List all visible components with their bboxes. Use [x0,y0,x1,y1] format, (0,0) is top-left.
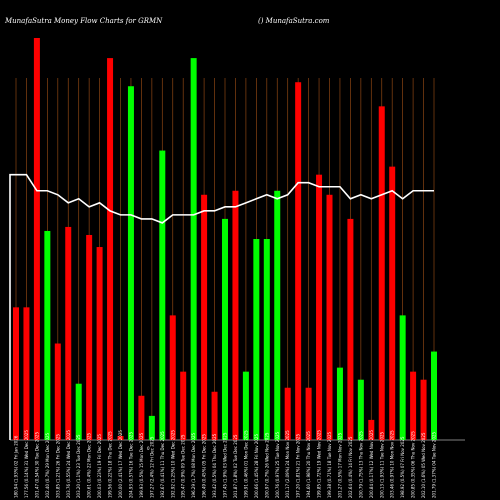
x-tick-label: 193.42 (0.5%) 04 Thu Dec 2025 [212,433,217,498]
x-tick-label: 203.85 (1.21%) 26 Fri Dec 2025 [55,434,60,498]
bar [305,387,312,440]
x-tick-label: 200.61 (0.4%) 22 Mon Dec 2025 [87,432,92,498]
bar [222,218,228,440]
bar [274,190,281,440]
x-tick-label: 177.56 (0.14%) 31 Wed Dec 2025 [24,430,29,498]
chart-watermark: () MunafaSutra.com [258,17,330,25]
x-tick-label: 202.10 (1.6%) 05 Wed Nov 2025 [421,432,426,498]
x-tick-label: 199.93 (0.5%) 15 Mon Dec 2025 [139,432,144,498]
x-tick-label: 196.29 (1.7%) 08 Mon Dec 2025 [191,432,196,498]
bar [180,371,187,440]
x-tick-label: 180.94 (1.93%) 02 Fri Jan 2026 [14,435,19,498]
x-tick-label: 200.76 (0.97%) 25 Tue Nov 2025 [275,431,280,498]
x-tick-label: 197.45 (1.9%) 03 Wed Dec 2025 [223,432,228,498]
bar [96,247,103,440]
bar [117,435,124,440]
bar [127,86,134,441]
bar [399,315,406,440]
x-tick-label: 202.64 (0.4%) 14 Fri Nov 2025 [348,436,353,498]
bar [33,38,40,440]
x-tick-label: 201.87 (1.8%) 02 Tue Dec 2025 [233,434,238,498]
bar [326,194,333,440]
bar [211,391,218,440]
x-axis-marker: 0 [147,446,150,451]
x-tick-label: 203.46 (0.97%) 10 Mon Nov 2025 [390,430,395,498]
x-tick-label: 201.27 (0.5%) 17 Mon Nov 2025 [337,432,342,498]
bar [378,106,385,440]
x-tick-label: 197.27 (2.4%) 12 Fri Dec 2025 [149,436,154,498]
bar [357,379,364,440]
bar [13,307,19,440]
x-tick-label: 196.49 (0.45%) 05 Fri Dec 2025 [202,434,207,498]
x-tick-label: 198.92 (0.5%) 07 Fri Nov 2025 [400,436,405,498]
x-tick-label: 201.17 (2.09%) 24 Mon Nov 2025 [285,430,290,498]
bar [368,419,375,440]
x-tick-label: 201.79 (1.37%) 04 Tue Nov 2025 [432,431,437,498]
x-tick-label: 201.47 (0.54%) 30 Tue Dec 2025 [34,432,39,498]
bar [44,230,51,440]
x-tick-label: 200.00 (2.41%) 17 Wed Dec 2025 [118,430,123,498]
bar [420,379,427,440]
bar [201,194,208,440]
bar [263,239,270,440]
bars-group [13,38,437,441]
x-tick-label: 202.40 (0.7%) 29 Mon Dec 2025 [45,432,50,498]
x-tick-label: 195.47 (0.9%) 09 Tue Dec 2025 [181,434,186,498]
bar [232,190,239,440]
bar [410,371,417,440]
bar [54,343,61,440]
x-tick-label: 200.66 (1.45%) 28 Fri Nov 2025 [254,434,259,498]
x-tick-label: 192.92 (1.25%) 10 Wed Dec 2025 [170,430,175,498]
bar [65,226,72,440]
x-tick-label: 200.79 (1.75%) 13 Thu Nov 2025 [358,431,363,498]
x-tick-label: 200.03 (0.23%) 19 Fri Dec 2025 [97,434,102,498]
bar [159,150,166,440]
x-tick-label: 200.13 (1.93%) 11 Tue Nov 2025 [379,431,384,498]
bar [86,234,93,440]
x-tick-label: 199.85 (1.72%) 19 Wed Nov 2025 [317,430,322,498]
x-tick-label: 200.84 (0.17%) 12 Wed Nov 2025 [369,430,374,498]
x-tick-label: 197.20 (1.81%) 21 Fri Nov 2025 [296,434,301,498]
x-tick-label: 199.56 (0.22%) 18 Thu Dec 2025 [108,431,113,498]
bar [389,166,396,440]
bar [347,218,354,440]
money-flow-line [9,173,434,440]
bar [336,367,343,440]
bar [138,395,145,440]
chart-title: MunafaSutra Money Flow Charts for GRMN [4,17,163,25]
x-tick-label: 200.97 (0.7%) 26 Wed Nov 2025 [264,432,269,498]
bar [431,351,437,440]
bar [253,239,260,440]
x-tick-label: 203.20 (1.1%) 23 Tue Dec 2025 [76,434,81,498]
bar [316,174,323,440]
x-tick-label: 203.76 (0.55%) 24 Wed Dec 2025 [66,430,71,498]
x-tick-label: 199.91 (0.46%) 01 Mon Dec 2025 [243,430,248,498]
bar [75,383,82,440]
bar [242,371,249,440]
x-tick-labels: 180.94 (1.93%) 02 Fri Jan 2026 177.56 (0.… [14,430,437,498]
bar [284,387,291,440]
bar [107,58,114,440]
bar [190,58,197,440]
x-tick-label: 204.93 (0.57%) 16 Tue Dec 2025 [128,432,133,498]
x-tick-label: 200.85 (0.35%) 06 Thu Nov 2025 [411,431,416,498]
x-tick-label: 199.38 (0.71%) 18 Tue Nov 2025 [327,431,332,498]
bar [169,315,176,440]
bar [295,82,302,440]
x-tick-label: 192.67 (0.41%) 11 Thu Dec 2025 [160,431,165,498]
bar [23,307,30,440]
x-tick-label: 194.60 (1.98%) 20 Thu Nov 2025 [306,431,311,498]
bar [148,415,155,440]
